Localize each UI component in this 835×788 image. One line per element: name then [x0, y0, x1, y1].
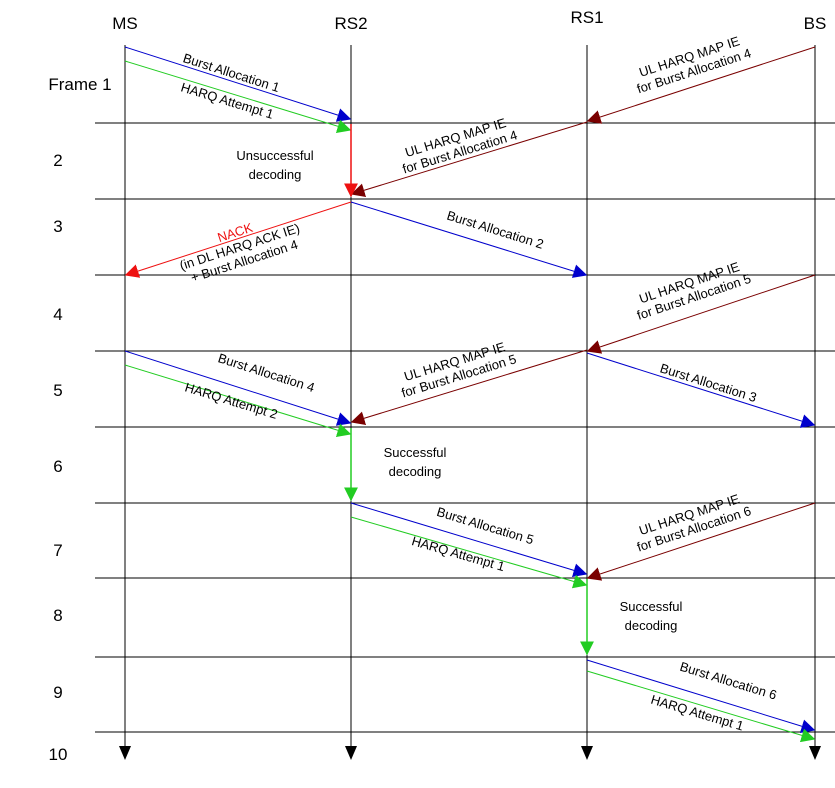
message-arrow	[350, 502, 588, 578]
frame-label: 10	[49, 745, 68, 764]
frame-labels: Frame 1 2 3 4 5 6 7 8 9 10	[48, 75, 111, 764]
note-unsuccessful-decoding: Unsuccessful decoding	[236, 124, 358, 198]
frame-label: 5	[53, 381, 62, 400]
note-label: decoding	[249, 167, 302, 182]
lifeline-end-arrowhead	[581, 746, 593, 760]
message-arrow	[586, 659, 816, 733]
message-label: HARQ Attempt 1	[410, 533, 506, 574]
note-label: decoding	[389, 464, 442, 479]
message-arrow	[586, 502, 816, 581]
message-label: Burst Allocation 6	[678, 659, 778, 703]
message-arrow	[350, 121, 588, 198]
note-label: decoding	[625, 618, 678, 633]
lifeline-end-arrowhead	[809, 746, 821, 760]
message-label: Burst Allocation 4	[216, 350, 316, 395]
message-arrow	[586, 352, 816, 428]
message-burst-allocation-2: Burst Allocation 2	[350, 201, 588, 278]
message-label: Burst Allocation 3	[658, 360, 758, 405]
message-nack: NACK(in DL HARQ ACK IE)+ Burst Allocatio…	[124, 201, 352, 285]
message-label: Burst Allocation 2	[445, 208, 545, 252]
message-arrow	[350, 201, 588, 278]
node-label-ms: MS	[112, 14, 138, 33]
message-arrow	[124, 201, 352, 278]
note-label: Successful	[384, 445, 447, 460]
message-arrow	[586, 46, 816, 124]
message-arrow	[586, 670, 816, 743]
lifeline-end-arrowhead	[119, 746, 131, 760]
frame-label: 9	[53, 683, 62, 702]
message-harq-attempt-2: HARQ Attempt 2	[124, 364, 352, 437]
frame-label: 8	[53, 606, 62, 625]
note-successful-decoding-rs2: Successful decoding	[344, 428, 447, 502]
note-label: Successful	[620, 599, 683, 614]
message-arrow	[350, 516, 588, 589]
frame-label: Frame 1	[48, 75, 111, 94]
frame-label: 4	[53, 305, 62, 324]
message-burst-allocation-3: Burst Allocation 3	[586, 352, 816, 428]
node-labels: MS RS2 RS1 BS	[112, 8, 826, 33]
node-label-rs1: RS1	[570, 8, 603, 27]
lifeline-end-arrowhead	[345, 746, 357, 760]
message-arrow	[124, 60, 352, 133]
message-arrow	[124, 350, 352, 426]
node-label-bs: BS	[804, 14, 827, 33]
node-label-rs2: RS2	[334, 14, 367, 33]
frame-label: 2	[53, 151, 62, 170]
frame-lines	[95, 122, 835, 733]
notes: UnsuccessfuldecodingSuccessfuldecodingSu…	[236, 124, 683, 656]
message-burst-allocation-4: Burst Allocation 4	[124, 350, 352, 426]
message-arrow	[586, 274, 816, 354]
message-label: HARQ Attempt 1	[649, 692, 745, 734]
message-arrow	[350, 349, 588, 426]
note-label: Unsuccessful	[236, 148, 313, 163]
frame-label: 7	[53, 541, 62, 560]
message-arrow	[124, 46, 352, 122]
message-arrow	[124, 364, 352, 437]
frame-label: 6	[53, 457, 62, 476]
message-label: HARQ Attempt 2	[183, 379, 279, 421]
note-successful-decoding-rs1: Successful decoding	[580, 579, 683, 656]
frame-label: 3	[53, 217, 62, 236]
message-label: Burst Allocation 5	[435, 504, 536, 547]
message-harq-attempt-1-rs1: HARQ Attempt 1	[586, 670, 816, 743]
